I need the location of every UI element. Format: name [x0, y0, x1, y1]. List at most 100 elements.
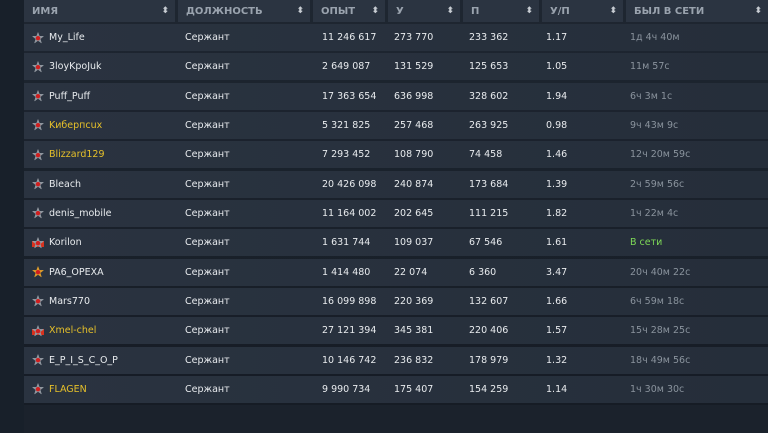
table-row[interactable]: denis_mobile Сержант 11 164 002 202 645 …: [24, 199, 768, 227]
rank-star-gray-icon: [31, 89, 45, 102]
kills-cell: 109 037: [394, 237, 434, 249]
player-name[interactable]: denis_mobile: [49, 207, 112, 219]
position-cell: Сержант: [185, 266, 230, 278]
column-header-name[interactable]: Имя ⬍: [24, 0, 175, 22]
table-row[interactable]: Blizzard129 Сержант 7 293 452 108 790 74…: [24, 141, 768, 169]
last-seen-cell: 20ч 40м 22с: [630, 266, 691, 278]
kills-cell: 108 790: [394, 149, 434, 161]
kills-cell: 636 998: [394, 90, 434, 102]
kills-cell: 22 074: [394, 266, 428, 278]
deaths-cell: 154 259: [469, 383, 509, 395]
player-name[interactable]: Bleach: [49, 178, 82, 190]
kd-cell: 1.57: [546, 325, 568, 337]
table-footer: [24, 405, 768, 433]
deaths-cell: 328 602: [469, 90, 509, 102]
player-name[interactable]: E_P_I_S_C_O_P: [49, 354, 118, 366]
deaths-cell: 173 684: [469, 178, 509, 190]
player-cell: FLAGEN: [24, 383, 177, 396]
player-cell: denis_mobile: [24, 207, 177, 220]
player-cell: Xmel-chel: [24, 324, 177, 337]
last-seen-cell: 9ч 43м 9с: [630, 119, 679, 131]
exp-cell: 16 099 898: [322, 295, 377, 307]
player-name[interactable]: Korilon: [49, 237, 82, 249]
table-row[interactable]: Puff_Puff Сержант 17 363 654 636 998 328…: [24, 82, 768, 110]
table-row[interactable]: E_P_I_S_C_O_P Сержант 10 146 742 236 832…: [24, 346, 768, 374]
rank-star-gray-icon: [31, 207, 45, 220]
table-row[interactable]: PA6_OPEXA Сержант 1 414 480 22 074 6 360…: [24, 258, 768, 286]
player-name[interactable]: Kибepпcux: [49, 119, 103, 131]
sort-icon[interactable]: ⬍: [371, 5, 379, 16]
table-row[interactable]: FLAGEN Сержант 9 990 734 175 407 154 259…: [24, 375, 768, 403]
rank-star-gray-icon: [31, 119, 45, 132]
table-body: My_Life Сержант 11 246 617 273 770 233 3…: [24, 24, 768, 403]
kd-cell: 1.94: [546, 90, 568, 102]
position-cell: Сержант: [185, 90, 230, 102]
column-label: П: [471, 5, 480, 17]
player-name[interactable]: FLAGEN: [49, 383, 87, 395]
kd-cell: 0.98: [546, 119, 568, 131]
sort-icon[interactable]: ⬍: [525, 5, 533, 16]
last-seen-cell: 15ч 28м 25с: [630, 325, 691, 337]
table-row[interactable]: 3loyKpoJuk Сержант 2 649 087 131 529 125…: [24, 53, 768, 81]
rank-star-gold-icon: [31, 265, 45, 278]
exp-cell: 7 293 452: [322, 149, 371, 161]
column-header-last-seen[interactable]: Был в сети ⬍: [626, 0, 768, 22]
column-header-kd[interactable]: У/П ⬍: [542, 0, 623, 22]
last-seen-cell: 1ч 30м 30с: [630, 383, 685, 395]
sort-icon[interactable]: ⬍: [609, 5, 617, 16]
table-row[interactable]: My_Life Сержант 11 246 617 273 770 233 3…: [24, 24, 768, 51]
exp-cell: 11 246 617: [322, 32, 377, 43]
position-cell: Сержант: [185, 61, 230, 73]
column-label: Должность: [186, 5, 263, 17]
position-cell: Сержант: [185, 207, 230, 219]
player-name[interactable]: My_Life: [49, 32, 85, 43]
kd-cell: 1.82: [546, 207, 568, 219]
player-name[interactable]: 3loyKpoJuk: [49, 61, 102, 73]
column-label: У/П: [550, 5, 570, 17]
exp-cell: 2 649 087: [322, 61, 371, 73]
rank-star-gray-icon: [31, 60, 45, 73]
exp-cell: 17 363 654: [322, 90, 377, 102]
rank-star-gray-icon: [31, 31, 45, 44]
player-name[interactable]: PA6_OPEXA: [49, 266, 104, 278]
player-name[interactable]: Mars770: [49, 295, 91, 307]
column-header-deaths[interactable]: П ⬍: [463, 0, 539, 22]
table-row[interactable]: Kибepпcux Сержант 5 321 825 257 468 263 …: [24, 111, 768, 139]
deaths-cell: 6 360: [469, 266, 497, 278]
sort-icon[interactable]: ⬍: [296, 5, 304, 16]
sort-icon[interactable]: ⬍: [754, 5, 762, 16]
position-cell: Сержант: [185, 149, 230, 161]
kills-cell: 131 529: [394, 61, 434, 73]
position-cell: Сержант: [185, 237, 230, 249]
player-cell: E_P_I_S_C_O_P: [24, 353, 177, 366]
column-label: У: [396, 5, 404, 17]
deaths-cell: 111 215: [469, 207, 509, 219]
exp-cell: 11 164 002: [322, 207, 377, 219]
exp-cell: 9 990 734: [322, 383, 371, 395]
last-seen-cell: 2ч 59м 56с: [630, 178, 685, 190]
position-cell: Сержант: [185, 119, 230, 131]
player-name[interactable]: Puff_Puff: [49, 90, 91, 102]
sort-icon[interactable]: ⬍: [161, 5, 169, 16]
sort-icon[interactable]: ⬍: [446, 5, 454, 16]
player-name[interactable]: Xmel-chel: [49, 325, 97, 337]
column-label: Имя: [32, 5, 59, 17]
table-row[interactable]: Xmel-chel Сержант 27 121 394 345 381 220…: [24, 317, 768, 345]
table-row[interactable]: Korilon Сержант 1 631 744 109 037 67 546…: [24, 229, 768, 257]
rank-star-gray-icon: [31, 177, 45, 190]
table-row[interactable]: Bleach Сержант 20 426 098 240 874 173 68…: [24, 170, 768, 198]
table-header: Имя ⬍ Должность ⬍ Опыт ⬍ У ⬍ П ⬍ У/П ⬍ Был в сети ⬍: [24, 0, 768, 22]
deaths-cell: 132 607: [469, 295, 509, 307]
table-row[interactable]: Mars770 Сержант 16 099 898 220 369 132 6…: [24, 287, 768, 315]
column-header-position[interactable]: Должность ⬍: [178, 0, 310, 22]
player-name[interactable]: Blizzard129: [49, 149, 105, 161]
kills-cell: 240 874: [394, 178, 434, 190]
deaths-cell: 125 653: [469, 61, 509, 73]
kd-cell: 1.32: [546, 354, 568, 366]
column-header-kills[interactable]: У ⬍: [388, 0, 460, 22]
column-header-exp[interactable]: Опыт ⬍: [313, 0, 385, 22]
last-seen-cell: 18ч 49м 56с: [630, 354, 691, 366]
last-seen-cell: 6ч 59м 18с: [630, 295, 685, 307]
kd-cell: 1.61: [546, 237, 568, 249]
position-cell: Сержант: [185, 32, 230, 43]
